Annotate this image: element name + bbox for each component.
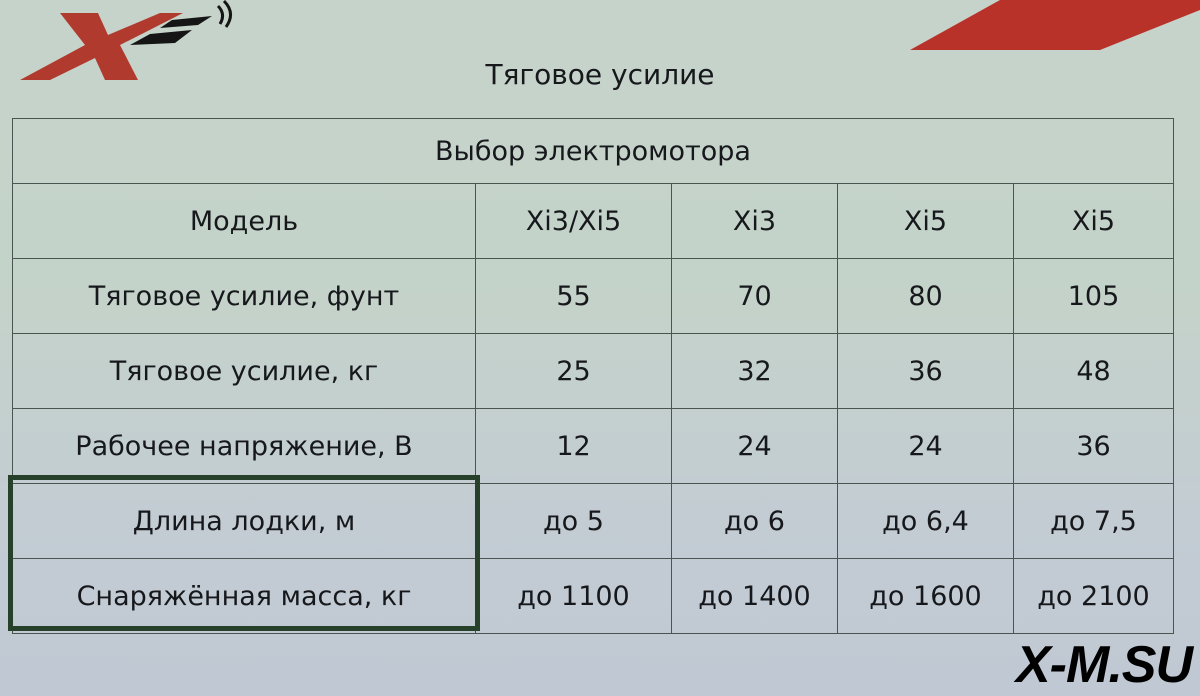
motor-table: Выбор электромотора Модель Xi3/Xi5 Xi3 X… (12, 118, 1174, 634)
decorative-stripe (910, 0, 1200, 50)
table-cell: до 1600 (837, 558, 1014, 634)
table-cell: 36 (837, 333, 1014, 409)
table-row: Тяговое усилие, кг 25 32 36 48 (12, 333, 1174, 409)
table-cell: до 1400 (671, 558, 838, 634)
table-cell: 36 (1013, 408, 1174, 484)
table-cell: до 6 (671, 483, 838, 559)
table-cell: 70 (671, 258, 838, 334)
table-cell: 32 (671, 333, 838, 409)
table-row: Снаряжённая масса, кг до 1100 до 1400 до… (12, 558, 1174, 634)
table-cell: до 5 (475, 483, 672, 559)
table-cell: 24 (671, 408, 838, 484)
header-cell: Xi5 (1013, 183, 1174, 259)
row-label: Тяговое усилие, фунт (12, 258, 476, 334)
page-title: Тяговое усилие (485, 58, 715, 91)
table-cell: 80 (837, 258, 1014, 334)
table-cell: 24 (837, 408, 1014, 484)
table-cell: до 6,4 (837, 483, 1014, 559)
header-cell: Модель (12, 183, 476, 259)
table-cell: 55 (475, 258, 672, 334)
header-cell: Xi5 (837, 183, 1014, 259)
table-cell: 48 (1013, 333, 1174, 409)
table-header-row: Модель Xi3/Xi5 Xi3 Xi5 Xi5 (12, 183, 1174, 259)
table-caption: Выбор электромотора (12, 118, 1174, 184)
row-label: Длина лодки, м (12, 483, 476, 559)
header-cell: Xi3/Xi5 (475, 183, 672, 259)
table-cell: 12 (475, 408, 672, 484)
table-cell: до 7,5 (1013, 483, 1174, 559)
row-label: Рабочее напряжение, В (12, 408, 476, 484)
table-cell: 25 (475, 333, 672, 409)
row-label: Снаряжённая масса, кг (12, 558, 476, 634)
highlight-box (8, 475, 480, 631)
watermark: X-M.SU (1016, 636, 1193, 694)
table-row: Рабочее напряжение, В 12 24 24 36 (12, 408, 1174, 484)
brand-logo (20, 0, 232, 80)
table-cell: 105 (1013, 258, 1174, 334)
table-row: Тяговое усилие, фунт 55 70 80 105 (12, 258, 1174, 334)
row-label: Тяговое усилие, кг (12, 333, 476, 409)
header-cell: Xi3 (671, 183, 838, 259)
table-row: Длина лодки, м до 5 до 6 до 6,4 до 7,5 (12, 483, 1174, 559)
table-cell: до 2100 (1013, 558, 1174, 634)
table-cell: до 1100 (475, 558, 672, 634)
